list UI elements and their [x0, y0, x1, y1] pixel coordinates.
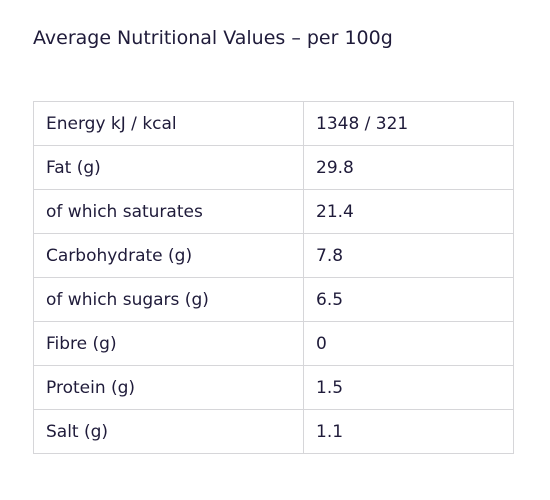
nutrition-table: Energy kJ / kcal 1348 / 321 Fat (g) 29.8…	[33, 101, 514, 454]
row-value: 29.8	[303, 145, 514, 190]
table-row: Protein (g) 1.5	[33, 365, 514, 410]
table-row: Carbohydrate (g) 7.8	[33, 233, 514, 278]
row-label: of which saturates	[33, 189, 304, 234]
row-label: Salt (g)	[33, 409, 304, 454]
table-row: Fat (g) 29.8	[33, 145, 514, 190]
row-value: 1348 / 321	[303, 101, 514, 146]
table-row: Salt (g) 1.1	[33, 409, 514, 454]
row-label: Energy kJ / kcal	[33, 101, 304, 146]
row-value: 6.5	[303, 277, 514, 322]
row-value: 1.5	[303, 365, 514, 410]
row-label: Carbohydrate (g)	[33, 233, 304, 278]
row-label: of which sugars (g)	[33, 277, 304, 322]
row-label: Fibre (g)	[33, 321, 304, 366]
row-value: 0	[303, 321, 514, 366]
row-label: Fat (g)	[33, 145, 304, 190]
table-row: Fibre (g) 0	[33, 321, 514, 366]
row-label: Protein (g)	[33, 365, 304, 410]
row-value: 1.1	[303, 409, 514, 454]
table-row: Energy kJ / kcal 1348 / 321	[33, 101, 514, 146]
table-row: of which saturates 21.4	[33, 189, 514, 234]
row-value: 7.8	[303, 233, 514, 278]
nutrition-heading: Average Nutritional Values – per 100g	[33, 27, 393, 49]
table-row: of which sugars (g) 6.5	[33, 277, 514, 322]
row-value: 21.4	[303, 189, 514, 234]
